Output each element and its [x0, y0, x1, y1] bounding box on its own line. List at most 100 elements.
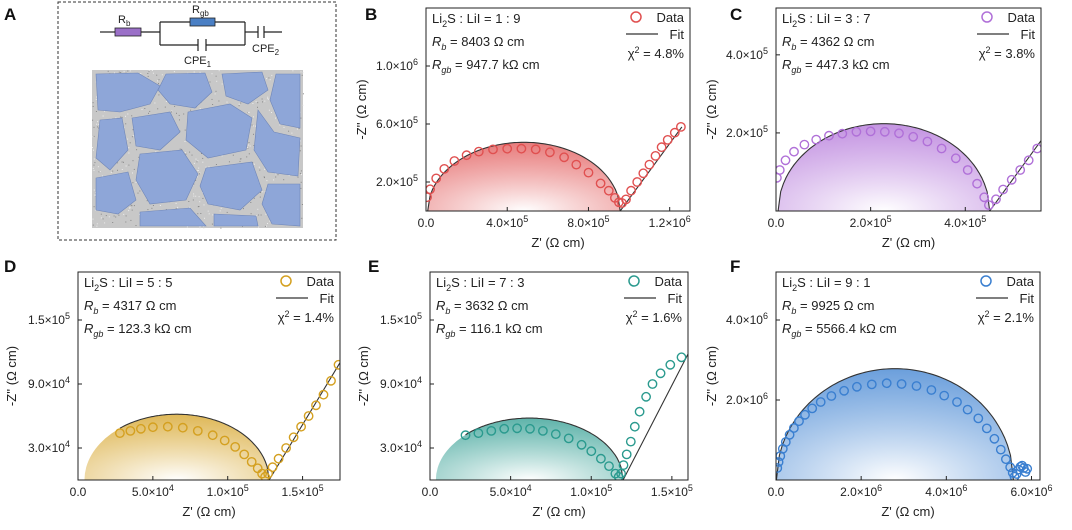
grain: [199, 161, 263, 211]
rgb-number: = 116.1 kΩ cm: [455, 321, 542, 336]
boundary-speck: [175, 208, 177, 210]
boundary-speck: [252, 103, 254, 104]
data-point: [936, 143, 947, 154]
legend-fit-label: Fit: [320, 291, 335, 306]
boundary-speck: [300, 145, 302, 147]
x-tick-mantissa: 1.0×10: [207, 485, 244, 499]
boundary-speck: [179, 119, 180, 121]
boundary-speck: [268, 77, 270, 79]
data-point: [939, 390, 950, 401]
boundary-speck: [300, 140, 301, 142]
boundary-speck: [129, 70, 131, 72]
data-point: [794, 416, 804, 427]
data-point: [239, 449, 250, 460]
boundary-speck: [147, 75, 149, 77]
rgb-value: Rgb = 116.1 kΩ cm: [436, 321, 543, 339]
plot-area: [84, 359, 340, 480]
boundary-speck: [226, 101, 228, 103]
boundary-speck: [239, 160, 241, 162]
boundary-speck: [102, 218, 104, 220]
boundary-speck: [247, 147, 249, 149]
boundary-speck: [197, 170, 199, 171]
rb-symbol: R: [84, 298, 93, 313]
boundary-speck: [201, 153, 202, 154]
fit-curve: [777, 123, 1041, 211]
rgb-number: = 5566.4 kΩ cm: [801, 321, 896, 336]
boundary-speck: [121, 169, 123, 170]
rgb-number: = 947.7 kΩ cm: [451, 57, 539, 72]
boundary-speck: [273, 179, 275, 181]
y-tick-exponent: 5: [763, 46, 768, 56]
plot-area: [426, 122, 686, 211]
y-tick-label: 9.0×104: [28, 375, 70, 391]
boundary-speck: [165, 101, 167, 102]
data-point: [973, 413, 984, 424]
data-point: [789, 423, 799, 433]
boundary-speck: [263, 176, 265, 178]
boundary-speck: [184, 152, 186, 154]
chi-superscript: 2: [635, 45, 640, 55]
y-tick-exponent: 4: [417, 439, 422, 449]
rb-label: Rb: [118, 14, 131, 28]
data-point: [780, 155, 791, 166]
data-point: [303, 411, 314, 421]
rb-number: = 3632 Ω cm: [450, 298, 528, 313]
boundary-speck: [195, 179, 197, 181]
data-point: [979, 192, 990, 203]
impedance-arc-fill: [776, 368, 1014, 480]
legend-fit-label: Fit: [1020, 291, 1035, 306]
boundary-speck: [299, 172, 301, 174]
legend-data-label: Data: [307, 274, 335, 289]
panel-letter: B: [365, 5, 377, 24]
y-tick-label: 6.0×105: [376, 115, 418, 131]
data-point: [135, 423, 146, 434]
boundary-speck: [135, 181, 137, 183]
boundary-speck: [97, 121, 99, 123]
boundary-speck: [197, 170, 199, 172]
boundary-speck: [269, 79, 271, 81]
data-point: [926, 385, 937, 395]
boundary-speck: [138, 156, 140, 158]
boundary-speck: [133, 205, 135, 207]
boundary-speck: [156, 74, 158, 76]
grain: [139, 207, 207, 227]
rgb-resistor: [189, 17, 216, 27]
boundary-speck: [116, 162, 118, 164]
y-tick-mantissa: 6.0×10: [376, 117, 413, 131]
composition-base: Li: [782, 11, 792, 26]
x-tick-label: 1.5×105: [282, 483, 324, 499]
boundary-speck: [193, 193, 195, 195]
data-point: [1032, 143, 1041, 154]
boundary-speck: [218, 70, 220, 72]
boundary-speck: [113, 215, 115, 217]
x-tick-exponent: 4: [169, 483, 174, 493]
data-point: [799, 139, 810, 150]
legend-data-marker: [628, 275, 640, 287]
rb-value: Rb = 3632 Ω cm: [436, 298, 528, 316]
boundary-speck: [228, 161, 230, 163]
data-point: [866, 379, 877, 390]
legend-fit-label: Fit: [1021, 27, 1036, 42]
boundary-speck: [94, 162, 96, 164]
y-tick-exponent: 5: [417, 311, 422, 321]
boundary-speck: [128, 147, 130, 149]
x-tick-mantissa: 1.0×10: [570, 485, 607, 499]
boundary-speck: [199, 173, 200, 175]
boundary-speck: [220, 227, 222, 229]
boundary-speck: [96, 223, 98, 225]
data-point: [281, 443, 291, 453]
rgb-value: Rgb = 447.3 kΩ cm: [782, 57, 890, 75]
y-axis-label: -Z'' (Ω cm): [354, 79, 369, 139]
boundary-speck: [248, 112, 250, 113]
y-tick-mantissa: 3.0×10: [28, 441, 65, 455]
boundary-speck: [257, 208, 259, 210]
boundary-speck: [127, 70, 129, 72]
boundary-speck: [258, 226, 260, 228]
boundary-speck: [164, 106, 166, 108]
y-axis-label: -Z'' (Ω cm): [704, 79, 719, 139]
boundary-speck: [125, 215, 127, 217]
data-point: [894, 128, 904, 139]
boundary-speck: [208, 213, 210, 215]
data-point: [784, 429, 795, 440]
